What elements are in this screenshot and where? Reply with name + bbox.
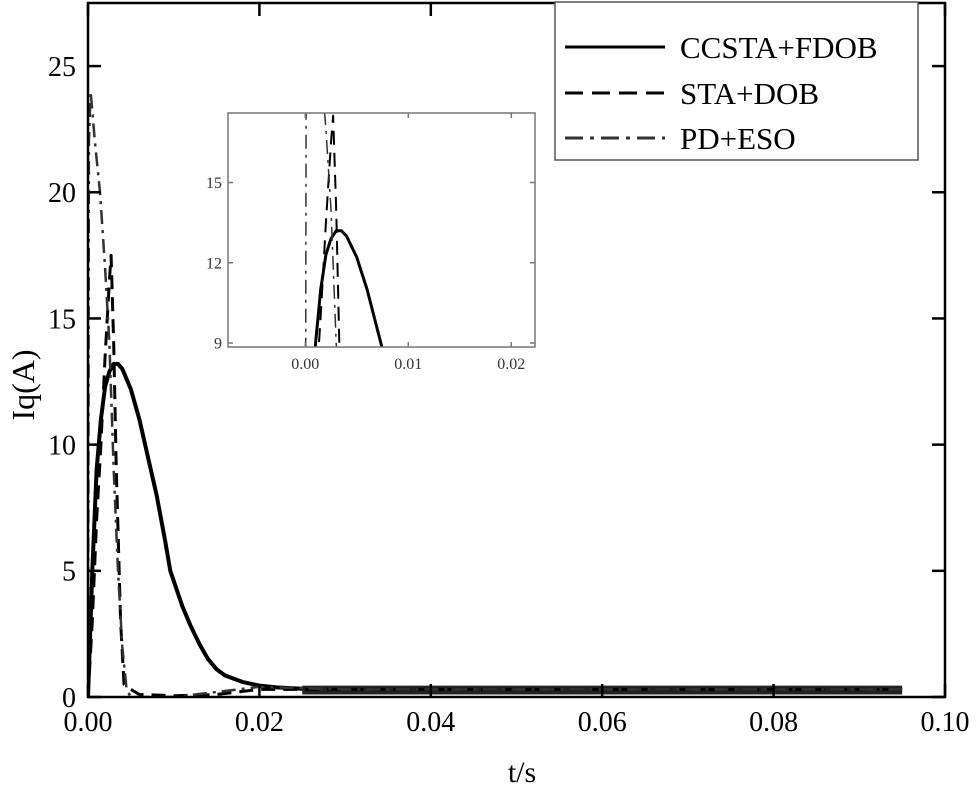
main-x-tick-label: 0.00 [64,707,113,738]
legend-label-sta-dob: STA+DOB [680,76,819,111]
main-y-tick-label: 20 [48,178,76,209]
y-axis-label: Iq(A) [5,349,41,420]
main-x-tick-label: 0.08 [749,707,798,738]
inset-y-tick-label: 9 [214,336,222,353]
main-y-tick-label: 0 [62,683,76,714]
inset-y-tick-label: 15 [206,175,222,192]
inset-frame [227,112,536,348]
main-y-tick-label: 25 [48,52,76,83]
x-axis-label: t/s [508,756,536,789]
main-y-tick-label: 15 [48,304,76,335]
inset-x-tick-label: 0.02 [497,356,525,373]
inset-x-tick-label: 0.00 [291,356,319,373]
main-x-tick-label: 0.04 [406,707,455,738]
inset-plot: 0.00 0.01 0.02 9 12 15 [206,112,536,373]
main-frame [86,1,947,699]
main-x-tick-label: 0.06 [578,707,627,738]
series-line-ccsta-fdob [88,361,903,697]
inset-x-tick-label: 0.01 [394,356,422,373]
main-plot: 0.00 0.02 0.04 0.06 0.08 0.10 0 5 10 15 20 25 [48,1,970,738]
legend-box [554,1,919,161]
series-line-sta-dob [317,114,341,347]
legend-label-pd-eso: PD+ESO [680,121,796,156]
series-line-pd-eso [88,90,903,697]
main-x-tick-label: 0.02 [235,707,284,738]
main-x-tick-label: 0.10 [921,707,970,738]
inset-background [228,113,535,347]
main-y-tick-label: 10 [48,430,76,461]
legend: CCSTA+FDOB STA+DOB PD+ESO [554,1,919,161]
inset-y-tick-label: 12 [206,255,222,272]
main-y-tick-label: 5 [62,557,76,588]
legend-label-ccsta-fdob: CCSTA+FDOB [680,30,878,65]
